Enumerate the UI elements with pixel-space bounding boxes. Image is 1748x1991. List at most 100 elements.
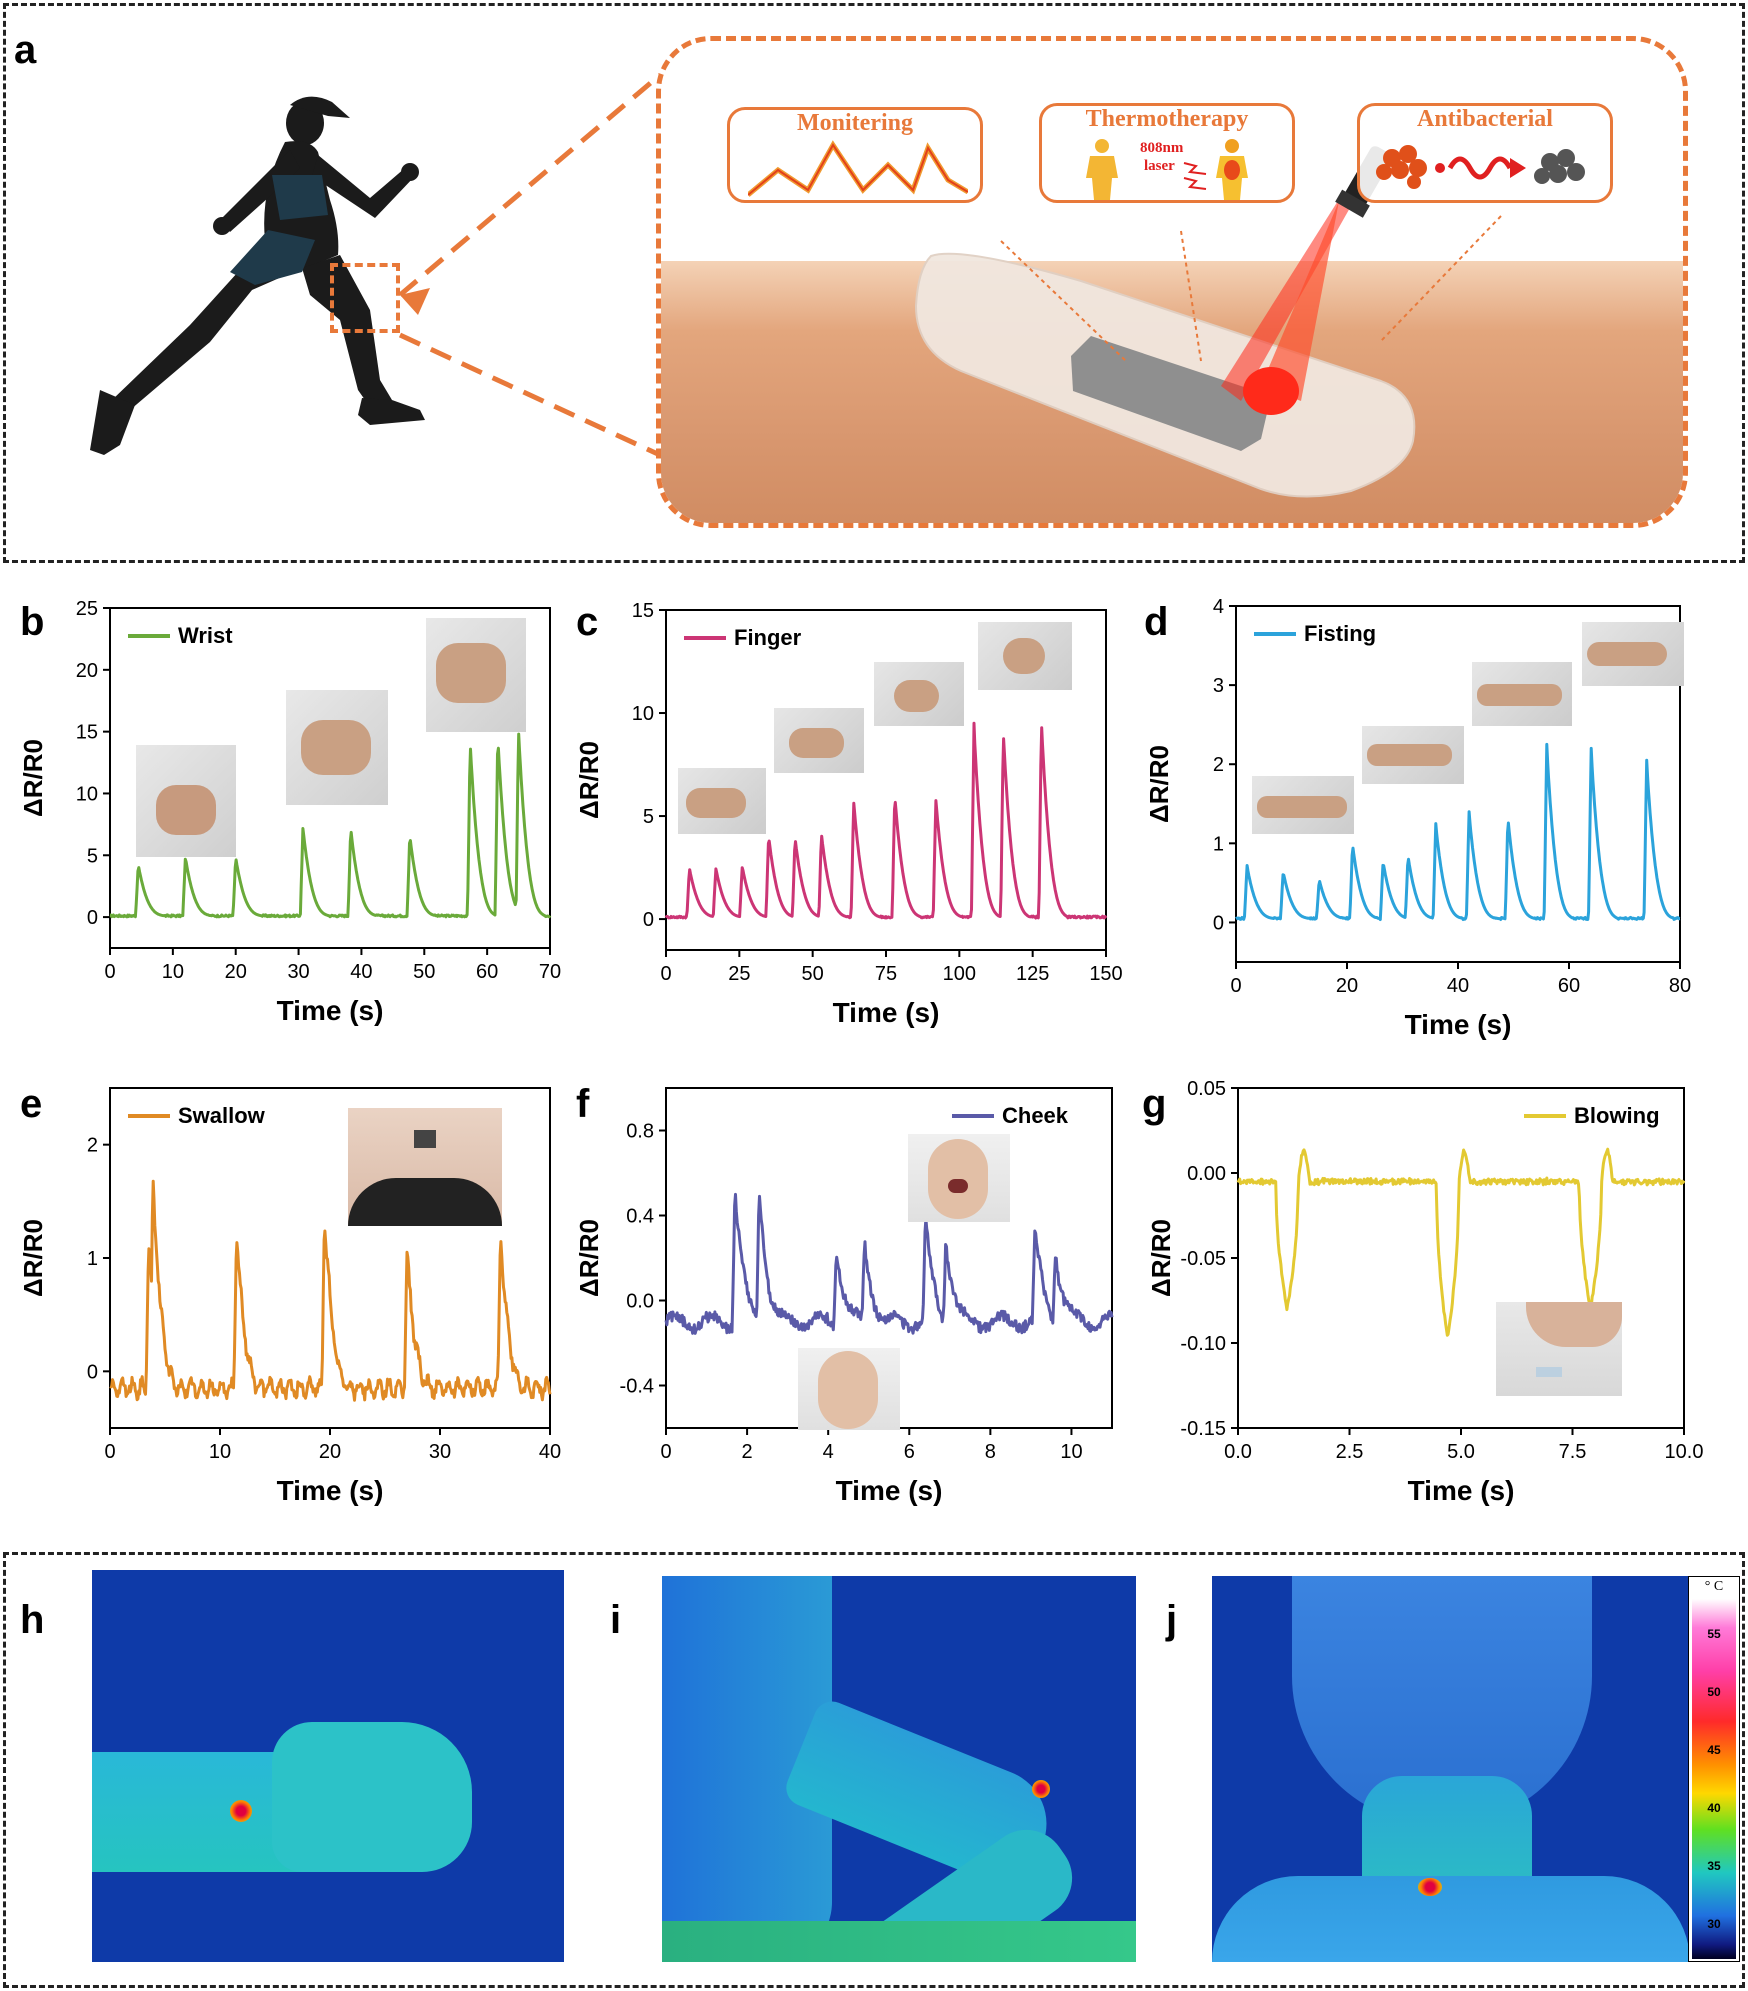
- thermal-image-neck: [1212, 1576, 1690, 1962]
- series-line-c: [664, 721, 1108, 920]
- y-tick-label-b-4: 20: [76, 660, 98, 682]
- colorbar-tick-50: 50: [1707, 1684, 1721, 1699]
- x-axis-label-g: Time (s): [1408, 1475, 1515, 1506]
- panel-a-frame: [3, 3, 1745, 563]
- knee-highlight-box: [330, 263, 400, 333]
- x-tick-label-f-5: 10: [1060, 1441, 1082, 1463]
- finger-photo-3: [874, 662, 964, 726]
- panel-hij-frame: [3, 1552, 1745, 1988]
- fisting-photo-1: [1252, 776, 1354, 834]
- x-tick-label-b-6: 60: [476, 961, 498, 983]
- y-tick-label-c-1: 5: [643, 806, 654, 828]
- panel-label-c: c: [576, 600, 599, 644]
- x-tick-label-c-1: 25: [728, 963, 750, 985]
- legend-label-d: Fisting: [1304, 621, 1376, 646]
- y-axis-label-d: ΔR/R0: [1150, 745, 1174, 823]
- x-tick-label-b-5: 50: [413, 961, 435, 983]
- x-tick-label-e-3: 30: [429, 1441, 451, 1463]
- zoom-inset: Monitering Thermotherapy 808nm laser Ant…: [656, 36, 1688, 528]
- series-line-e: [109, 1179, 552, 1402]
- laser-label-808nm: 808nm: [1140, 140, 1184, 156]
- y-tick-label-b-1: 5: [87, 845, 98, 867]
- chart-swallow: 0 10 20 30 40 0 1 2 Time (s) ΔR/R0 Swallow: [18, 1087, 561, 1506]
- finger-photo-1: [678, 768, 766, 834]
- legend-label-e: Swallow: [178, 1103, 266, 1128]
- wrist-photo-2: [286, 690, 388, 805]
- y-axis-label-e: ΔR/R0: [18, 1219, 48, 1297]
- fisting-photo-2: [1362, 726, 1464, 784]
- y-tick-label-d-3: 3: [1213, 675, 1224, 697]
- x-tick-label-g-0: 0.0: [1224, 1441, 1252, 1463]
- cheek-photo-closed: [798, 1348, 900, 1430]
- thermal-image-elbow: [662, 1576, 1136, 1962]
- panel-label-h: h: [20, 1598, 45, 1642]
- x-tick-label-c-3: 75: [875, 963, 897, 985]
- monitoring-wave-icon: [748, 140, 968, 197]
- panel-label-e: e: [20, 1082, 43, 1126]
- y-tick-label-f-2: 0.4: [626, 1206, 654, 1228]
- temperature-colorbar: ° C 55 50 45 40 35 30: [1688, 1576, 1740, 1962]
- colorbar-tick-40: 40: [1707, 1801, 1721, 1816]
- x-tick-label-d-4: 80: [1669, 975, 1691, 997]
- x-tick-label-f-2: 4: [823, 1441, 834, 1463]
- x-tick-label-d-2: 40: [1447, 975, 1469, 997]
- y-tick-label-b-3: 15: [76, 722, 98, 744]
- y-tick-label-c-3: 15: [632, 600, 654, 622]
- plot-frame-b: [109, 607, 551, 949]
- wrist-photo-3: [426, 618, 526, 732]
- x-tick-label-c-6: 150: [1089, 963, 1122, 985]
- y-tick-label-g-4: 0.05: [1187, 1078, 1226, 1100]
- x-tick-label-c-5: 125: [1016, 963, 1049, 985]
- x-tick-label-d-1: 20: [1336, 975, 1358, 997]
- series-line-d: [1235, 742, 1681, 921]
- x-axis-label-e: Time (s): [277, 1475, 384, 1506]
- panel-label-f: f: [576, 1082, 590, 1126]
- panel-label-b: b: [20, 600, 45, 644]
- y-tick-label-d-2: 2: [1213, 754, 1224, 776]
- y-tick-label-d-4: 4: [1213, 596, 1224, 618]
- legend-label-c: Finger: [734, 625, 802, 650]
- antibacterial-box: Antibacterial: [1357, 103, 1613, 203]
- y-axis-label-f: ΔR/R0: [574, 1219, 604, 1297]
- colorbar-tick-45: 45: [1707, 1742, 1721, 1757]
- x-axis-label-c: Time (s): [833, 997, 940, 1028]
- x-axis-label-f: Time (s): [836, 1475, 943, 1506]
- x-tick-label-e-0: 0: [104, 1441, 115, 1463]
- y-axis-label-c: ΔR/R0: [574, 741, 604, 819]
- y-tick-label-b-2: 10: [76, 783, 98, 805]
- fisting-photo-3: [1472, 662, 1572, 726]
- x-tick-label-e-1: 10: [209, 1441, 231, 1463]
- x-tick-label-f-1: 2: [742, 1441, 753, 1463]
- colorbar-tick-30: 30: [1707, 1917, 1721, 1932]
- y-tick-label-g-3: 0.00: [1187, 1163, 1226, 1185]
- chart-wrist: 0 10 20 30 40 50 60 70 0 5 10 15 20 25 Time (s) ΔR/R0 Wr…: [18, 598, 561, 1026]
- x-tick-label-b-4: 40: [350, 961, 372, 983]
- fisting-photo-4: [1582, 622, 1684, 686]
- bandage-patch: [914, 146, 1502, 498]
- bacteria-kill-icon: [1376, 145, 1585, 189]
- chart-cheek: 0 2 4 6 8 10 -0.4 0.0 0.4 0.8 Time (s) ΔR/R0 Cheek: [574, 1087, 1114, 1506]
- x-tick-label-g-1: 2.5: [1336, 1441, 1364, 1463]
- swallow-neck-photo: [348, 1108, 502, 1226]
- x-tick-label-e-2: 20: [319, 1441, 341, 1463]
- x-tick-label-b-7: 70: [539, 961, 561, 983]
- y-tick-label-b-0: 0: [87, 907, 98, 929]
- y-tick-label-c-2: 10: [632, 703, 654, 725]
- thermotherapy-box: Thermotherapy 808nm laser: [1039, 103, 1295, 203]
- x-tick-label-g-4: 10.0: [1665, 1441, 1704, 1463]
- finger-photo-4: [978, 622, 1072, 690]
- y-tick-label-f-1: 0.0: [626, 1291, 654, 1313]
- x-tick-label-b-2: 20: [225, 961, 247, 983]
- x-tick-label-b-1: 10: [162, 961, 184, 983]
- colorbar-unit: ° C: [1704, 1579, 1724, 1594]
- colorbar-tick-35: 35: [1707, 1859, 1721, 1874]
- panel-label-g: g: [1142, 1082, 1167, 1126]
- runner-figure: [90, 96, 425, 455]
- series-line-b: [109, 732, 552, 919]
- y-tick-label-e-0: 0: [87, 1361, 98, 1383]
- x-tick-label-b-3: 30: [287, 961, 309, 983]
- chart-blowing: 0.0 2.5 5.0 7.5 10.0 -0.15 -0.10 -0.05 0.00 0.05 T…: [1146, 1078, 1704, 1506]
- x-tick-label-g-2: 5.0: [1447, 1441, 1475, 1463]
- y-tick-label-d-0: 0: [1213, 912, 1224, 934]
- legend-label-b: Wrist: [178, 623, 233, 648]
